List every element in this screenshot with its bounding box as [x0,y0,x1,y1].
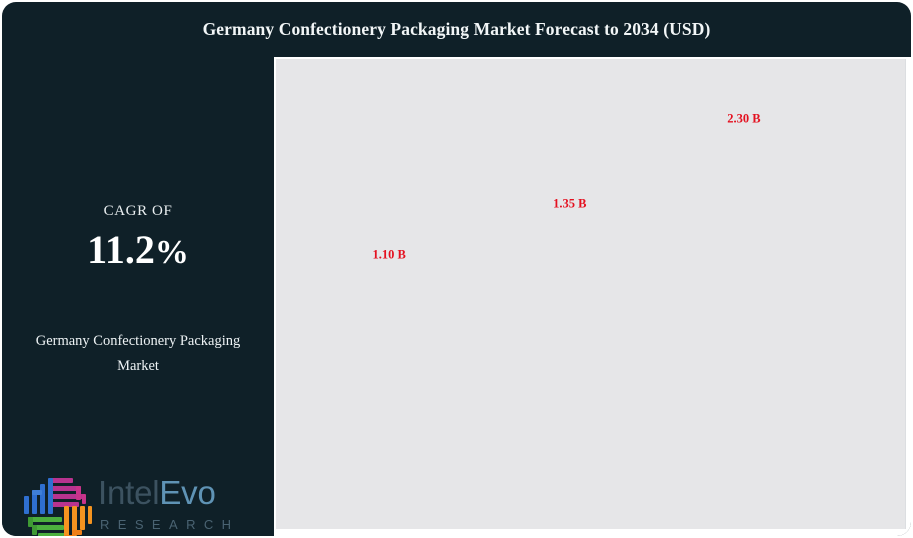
logo-name: IntelEvo [98,476,216,509]
logo-wordmark: IntelEvo RESEARCH [98,474,266,536]
chart-data-label: 2.30 B [727,111,761,126]
logo-pinwheel-icon [20,474,94,536]
sidebar-panel: CAGR OF 11.2% Germany Confectionery Pack… [2,57,274,536]
logo-name-intel: Intel [98,474,160,511]
market-name: Germany Confectionery Packaging Market [35,333,241,374]
logo-tagline: RESEARCH [100,517,240,532]
page-title: Germany Confectionery Packaging Market F… [202,19,711,39]
chart-plot-area: 1.10 B 1.35 B 2.30 B [276,59,906,529]
chart-data-label: 1.10 B [372,247,406,262]
chart-data-label: 1.35 B [553,196,587,211]
chart-panel: 1.10 B 1.35 B 2.30 B [274,57,911,536]
brand-logo: IntelEvo RESEARCH [20,422,260,536]
cagr-number: 11.2 [87,227,155,272]
cagr-label: CAGR OF [103,203,173,219]
title-bar: Germany Confectionery Packaging Market F… [2,2,911,57]
cagr-block: CAGR OF 11.2% [2,202,274,271]
cagr-percent-symbol: % [154,234,189,271]
logo-name-evo: Evo [159,474,216,511]
cagr-value: 11.2% [2,229,274,271]
